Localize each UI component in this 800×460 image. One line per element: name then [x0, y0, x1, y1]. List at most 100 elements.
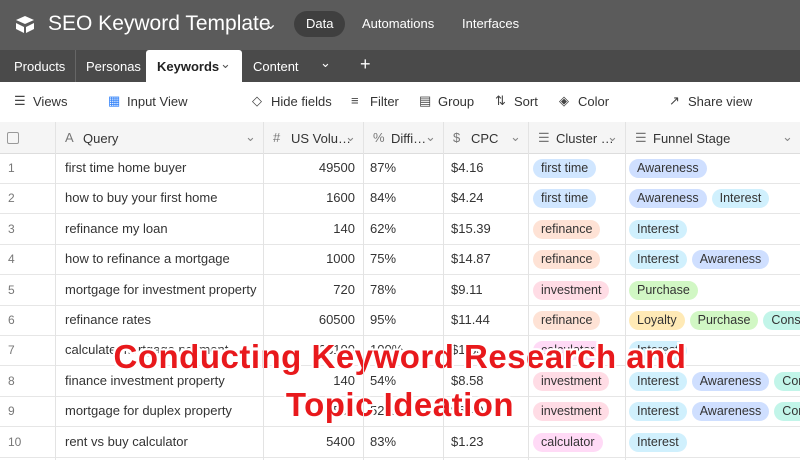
- column-header[interactable]: Cluster …: [556, 131, 614, 146]
- cpc-cell[interactable]: $4.24: [451, 190, 484, 206]
- nav-item[interactable]: Automations: [362, 16, 435, 31]
- base-title[interactable]: SEO Keyword Template: [48, 12, 271, 35]
- volume-cell[interactable]: 60500: [318, 312, 355, 327]
- table-row[interactable]: 8 finance investment property 140 54% $8.58 i…: [0, 366, 800, 397]
- difficulty-cell[interactable]: 87%: [370, 160, 397, 175]
- volume-cell[interactable]: 1600: [326, 190, 355, 206]
- toolbar-button[interactable]: Group: [438, 94, 475, 109]
- column-menu[interactable]: ⌄: [510, 129, 521, 144]
- cpc-cell[interactable]: $1.83: [451, 342, 484, 358]
- funnel-cell[interactable]: Awareness: [629, 153, 800, 183]
- cpc-cell[interactable]: $1.23: [451, 433, 484, 449]
- toolbar-button[interactable]: Color: [578, 94, 610, 109]
- cluster-cell[interactable]: refinance: [533, 305, 605, 335]
- cpc-cell[interactable]: $15.39: [451, 220, 491, 236]
- query-cell[interactable]: how to refinance a mortgage: [65, 251, 230, 267]
- volume-cell[interactable]: 49500: [318, 160, 355, 175]
- funnel-cell[interactable]: Awareness Interest: [629, 183, 800, 213]
- toolbar-icon[interactable]: ◇: [252, 93, 262, 108]
- funnel-cell[interactable]: Interest: [629, 214, 800, 244]
- toolbar-icon[interactable]: ◈: [559, 93, 569, 108]
- query-cell[interactable]: rent vs buy calculator: [65, 433, 188, 449]
- funnel-cell[interactable]: Interest: [629, 335, 800, 365]
- tab-caret[interactable]: ⌄: [220, 56, 231, 71]
- query-cell[interactable]: refinance my loan: [65, 220, 168, 236]
- table-row[interactable]: 2 how to buy your first home 1600 84% $4.24 f…: [0, 183, 800, 215]
- table-row[interactable]: 7 calculate mortgage payment 33100 100% $1.8…: [0, 335, 800, 367]
- tab[interactable]: Content: [253, 59, 299, 74]
- tab[interactable]: Products: [14, 59, 66, 74]
- query-cell[interactable]: mortgage for investment property: [65, 281, 257, 297]
- cluster-cell[interactable]: first time: [533, 183, 601, 213]
- cluster-cell[interactable]: investment: [533, 366, 614, 396]
- volume-cell[interactable]: 140: [333, 372, 355, 388]
- cluster-cell[interactable]: refinance: [533, 244, 605, 274]
- column-menu[interactable]: ⌄: [345, 129, 356, 144]
- cpc-cell[interactable]: $4.16: [451, 160, 484, 175]
- toolbar-button[interactable]: Views: [33, 94, 68, 109]
- volume-cell[interactable]: 33100: [318, 342, 355, 358]
- toolbar-button[interactable]: Hide fields: [271, 94, 332, 109]
- table-row[interactable]: 9 mortgage for duplex property 590 52% $6.40…: [0, 396, 800, 428]
- funnel-cell[interactable]: Interest: [629, 427, 800, 457]
- funnel-cell[interactable]: Interest Awareness: [629, 244, 800, 274]
- column-header[interactable]: Diffi…: [391, 131, 427, 146]
- more-tabs[interactable]: ⌄: [320, 55, 331, 70]
- column-menu[interactable]: ⌄: [782, 129, 793, 144]
- difficulty-cell[interactable]: 54%: [370, 372, 397, 388]
- toolbar-button[interactable]: Share view: [688, 94, 753, 109]
- dropdown-caret[interactable]: ⌄: [264, 16, 278, 33]
- cpc-cell[interactable]: $11.44: [451, 312, 490, 327]
- table-row[interactable]: 4 how to refinance a mortgage 1000 75% $14.8…: [0, 244, 800, 276]
- table-row[interactable]: 1 first time home buyer 49500 87% $4.16 first…: [0, 153, 800, 184]
- tab[interactable]: Keywords: [157, 59, 220, 74]
- toolbar-icon[interactable]: ▤: [419, 93, 432, 108]
- difficulty-cell[interactable]: 78%: [370, 281, 397, 297]
- toolbar-button[interactable]: Filter: [370, 94, 399, 109]
- query-cell[interactable]: how to buy your first home: [65, 190, 218, 206]
- difficulty-cell[interactable]: 83%: [370, 433, 397, 449]
- cluster-cell[interactable]: investment: [533, 396, 614, 426]
- volume-cell[interactable]: 720: [333, 281, 355, 297]
- query-cell[interactable]: mortgage for duplex property: [65, 403, 232, 419]
- table-row[interactable]: 5 mortgage for investment property 720 78% $…: [0, 275, 800, 306]
- column-header[interactable]: CPC: [471, 131, 499, 146]
- tab[interactable]: Personas: [86, 59, 141, 74]
- column-header[interactable]: Query: [83, 131, 119, 146]
- table-row[interactable]: 10 rent vs buy calculator 5400 83% $1.23 calc…: [0, 427, 800, 458]
- cluster-cell[interactable]: calculator: [533, 427, 608, 457]
- difficulty-cell[interactable]: 52%: [370, 403, 397, 419]
- column-menu[interactable]: ⌄: [245, 129, 256, 144]
- toolbar-button[interactable]: Sort: [514, 94, 538, 109]
- funnel-cell[interactable]: InterestAwarenessConsideration: [629, 396, 800, 426]
- toolbar-icon[interactable]: ▦: [108, 93, 121, 108]
- cluster-cell[interactable]: refinance: [533, 214, 605, 244]
- cpc-cell[interactable]: $6.40: [451, 403, 484, 419]
- difficulty-cell[interactable]: 84%: [370, 190, 397, 206]
- query-cell[interactable]: finance investment property: [65, 372, 225, 388]
- funnel-cell[interactable]: Purchase: [629, 275, 800, 305]
- active-tab[interactable]: [146, 50, 242, 82]
- volume-cell[interactable]: 590: [333, 403, 355, 419]
- cluster-cell[interactable]: investment: [533, 275, 614, 305]
- column-menu[interactable]: ⌄: [425, 129, 436, 144]
- volume-cell[interactable]: 140: [333, 220, 355, 236]
- cpc-cell[interactable]: $14.87: [451, 251, 491, 267]
- toolbar-icon[interactable]: ↗: [669, 93, 680, 108]
- column-header[interactable]: Funnel Stage: [653, 131, 731, 146]
- cluster-cell[interactable]: calculator: [533, 335, 608, 365]
- volume-cell[interactable]: 5400: [326, 433, 355, 449]
- difficulty-cell[interactable]: 62%: [370, 220, 397, 236]
- table-row[interactable]: 3 refinance my loan 140 62% $15.39 refinance I…: [0, 214, 800, 245]
- cluster-cell[interactable]: first time: [533, 153, 601, 183]
- cpc-cell[interactable]: $9.11: [451, 281, 483, 297]
- volume-cell[interactable]: 1000: [326, 251, 355, 267]
- add-tab[interactable]: +: [360, 54, 371, 74]
- toolbar-icon[interactable]: ⇅: [495, 93, 506, 108]
- column-header[interactable]: US Volu…: [291, 131, 351, 146]
- table-row[interactable]: 6 refinance rates 60500 95% $11.44 refinance L…: [0, 305, 800, 336]
- cpc-cell[interactable]: $8.58: [451, 372, 484, 388]
- difficulty-cell[interactable]: 95%: [370, 312, 397, 327]
- toolbar-button[interactable]: Input View: [127, 94, 188, 109]
- query-cell[interactable]: calculate mortgage payment: [65, 342, 229, 358]
